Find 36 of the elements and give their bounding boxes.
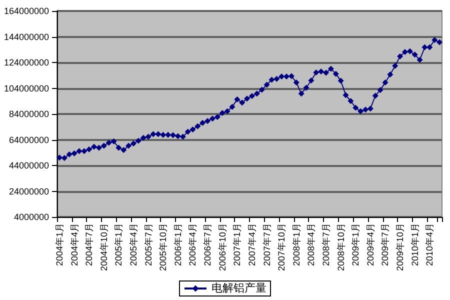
x-tick-label: 2006年4月 xyxy=(188,223,198,266)
y-tick-label: 44000000 xyxy=(8,160,49,170)
x-tick-label: 2004年10月 xyxy=(98,223,109,272)
x-tick-label: 2005年1月 xyxy=(114,223,124,266)
x-tick-label: 2004年1月 xyxy=(54,223,64,266)
y-tick-label: 104000000 xyxy=(4,83,49,94)
x-tick-label: 2009年4月 xyxy=(365,223,376,266)
x-tick-label: 2007年10月 xyxy=(276,223,287,272)
x-tick-label: 2006年7月 xyxy=(202,223,213,266)
y-tick-label: 24000000 xyxy=(8,186,49,196)
x-tick-label: 2007年4月 xyxy=(246,223,257,266)
x-tick-label: 2008年4月 xyxy=(306,223,316,266)
x-tick-label: 2008年10月 xyxy=(336,223,346,272)
x-tick-label: 2006年1月 xyxy=(172,223,183,266)
x-tick-label: 2005年7月 xyxy=(143,223,154,266)
x-tick-label: 2009年1月 xyxy=(350,223,361,266)
legend-label: 电解铝产量 xyxy=(212,282,266,294)
x-tick-label: 2008年7月 xyxy=(321,223,332,266)
y-tick-label: 4000000 xyxy=(14,212,49,222)
x-tick-label: 2005年4月 xyxy=(128,223,139,266)
y-tick-label: 144000000 xyxy=(4,32,49,42)
x-tick-label: 2009年10月 xyxy=(395,223,406,272)
x-tick-label: 2005年10月 xyxy=(158,223,168,272)
y-tick-label: 164000000 xyxy=(4,6,49,16)
x-tick-label: 2006年10月 xyxy=(217,223,228,272)
x-tick-label: 2004年7月 xyxy=(84,223,94,266)
x-tick-label: 2007年7月 xyxy=(262,223,272,266)
x-tick-label: 2010年4月 xyxy=(424,223,435,266)
x-tick-label: 2008年1月 xyxy=(291,223,302,266)
y-tick-label: 124000000 xyxy=(4,58,49,68)
x-tick-label: 2009年7月 xyxy=(380,223,390,266)
x-tick-label: 2004年4月 xyxy=(69,223,80,266)
x-tick-label: 2010年1月 xyxy=(410,223,420,266)
x-tick-label: 2007年1月 xyxy=(232,223,242,266)
y-tick-label: 64000000 xyxy=(8,134,49,145)
y-tick-label: 84000000 xyxy=(8,109,49,119)
